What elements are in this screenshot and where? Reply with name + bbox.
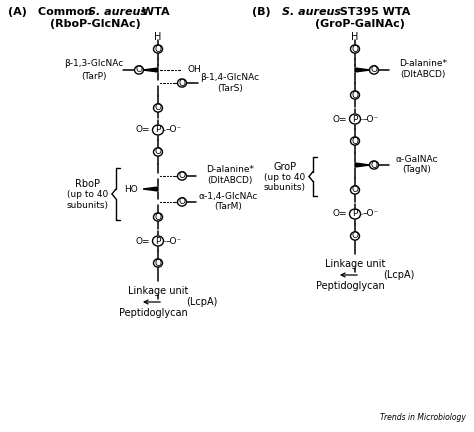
Circle shape (177, 198, 186, 206)
Text: (DltABCD): (DltABCD) (401, 70, 446, 79)
Circle shape (350, 186, 359, 194)
Text: (RboP-GlcNAc): (RboP-GlcNAc) (50, 19, 140, 29)
Text: O: O (352, 232, 358, 241)
Text: (GroP-GalNAc): (GroP-GalNAc) (315, 19, 405, 29)
Text: S. aureus: S. aureus (282, 7, 341, 17)
Text: subunits): subunits) (67, 200, 109, 210)
Circle shape (350, 232, 359, 240)
Polygon shape (143, 68, 158, 72)
Text: O: O (155, 213, 162, 222)
Text: –O⁻: –O⁻ (363, 114, 379, 124)
Text: α-GalNAc: α-GalNAc (396, 155, 438, 163)
Text: subunits): subunits) (264, 183, 306, 192)
Text: (LcpA): (LcpA) (383, 270, 414, 280)
Text: (TarP): (TarP) (81, 72, 107, 80)
Text: –O⁻: –O⁻ (166, 126, 182, 134)
Text: Common: Common (38, 7, 96, 17)
Text: β-1,3-GlcNAc: β-1,3-GlcNAc (64, 60, 124, 69)
Text: (TagN): (TagN) (402, 165, 431, 175)
Text: O: O (179, 172, 185, 181)
Text: (DltABCD): (DltABCD) (207, 177, 253, 185)
Text: P: P (155, 236, 161, 245)
Circle shape (370, 66, 379, 74)
Text: O=: O= (136, 126, 150, 134)
Text: O=: O= (136, 236, 150, 245)
Circle shape (370, 161, 379, 169)
Circle shape (349, 209, 361, 219)
Text: O: O (136, 66, 143, 74)
Text: O=: O= (332, 114, 347, 124)
Circle shape (154, 148, 163, 156)
Circle shape (154, 45, 163, 53)
Text: ST395 WTA: ST395 WTA (336, 7, 410, 17)
Text: P: P (352, 210, 358, 219)
Text: Trends in Microbiology: Trends in Microbiology (380, 413, 466, 422)
Text: (B): (B) (252, 7, 271, 17)
Polygon shape (355, 68, 370, 72)
Text: O: O (179, 197, 185, 206)
Text: P: P (155, 126, 161, 134)
Text: RboP: RboP (75, 179, 100, 189)
Text: O=: O= (332, 210, 347, 219)
Circle shape (177, 79, 186, 87)
Text: Peptidoglycan: Peptidoglycan (118, 308, 187, 318)
Circle shape (154, 104, 163, 112)
Text: O: O (155, 44, 162, 54)
Text: (up to 40: (up to 40 (67, 191, 109, 200)
Text: O: O (371, 66, 377, 74)
Text: GroP: GroP (273, 162, 297, 172)
Text: O: O (352, 185, 358, 194)
Text: –O⁻: –O⁻ (363, 210, 379, 219)
Text: D-alanine*: D-alanine* (206, 165, 254, 175)
Text: Linkage unit: Linkage unit (128, 286, 188, 296)
Text: O: O (352, 90, 358, 99)
Circle shape (153, 236, 164, 246)
Circle shape (177, 172, 186, 180)
Text: P: P (352, 114, 358, 124)
Text: (TarM): (TarM) (214, 203, 242, 212)
Text: HO: HO (124, 184, 138, 194)
Text: Linkage unit: Linkage unit (325, 259, 385, 269)
Text: O: O (155, 258, 162, 267)
Text: α-1,4-GlcNAc: α-1,4-GlcNAc (198, 191, 258, 200)
Text: (LcpA): (LcpA) (186, 297, 218, 307)
Text: –O⁻: –O⁻ (166, 236, 182, 245)
Text: D-alanine*: D-alanine* (399, 60, 447, 69)
Text: Peptidoglycan: Peptidoglycan (316, 281, 384, 291)
Text: H: H (351, 32, 359, 42)
Text: WTA: WTA (138, 7, 170, 17)
Text: OH: OH (188, 66, 202, 74)
Text: (TarS): (TarS) (217, 85, 243, 93)
Text: O: O (155, 104, 162, 112)
Circle shape (153, 125, 164, 135)
Text: O: O (179, 79, 185, 88)
Text: O: O (371, 161, 377, 169)
Polygon shape (355, 163, 370, 167)
Text: β-1,4-GlcNAc: β-1,4-GlcNAc (201, 73, 260, 82)
Text: H: H (155, 32, 162, 42)
Text: S. aureus: S. aureus (88, 7, 147, 17)
Circle shape (349, 114, 361, 124)
Circle shape (154, 259, 163, 267)
Text: (A): (A) (8, 7, 27, 17)
Text: O: O (155, 147, 162, 156)
Circle shape (350, 91, 359, 99)
Polygon shape (143, 187, 158, 191)
Text: (up to 40: (up to 40 (264, 173, 306, 182)
Circle shape (135, 66, 144, 74)
Text: O: O (352, 44, 358, 54)
Circle shape (350, 137, 359, 145)
Text: O: O (352, 137, 358, 146)
Circle shape (350, 45, 359, 53)
Circle shape (154, 213, 163, 221)
